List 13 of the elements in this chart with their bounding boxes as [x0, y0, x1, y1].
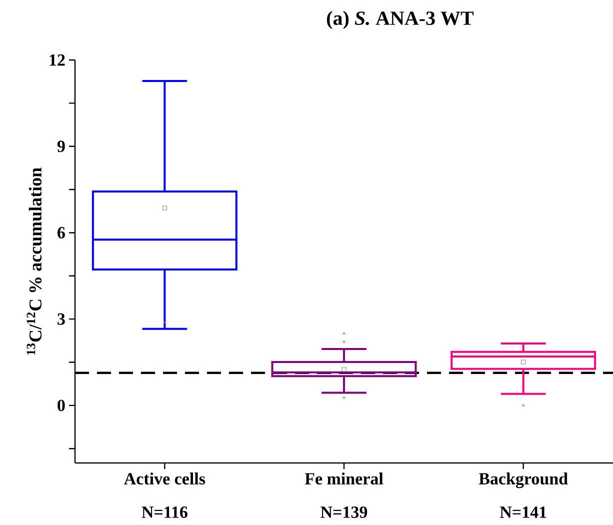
text: N=141 — [500, 506, 546, 518]
text: N=139 — [320, 506, 368, 518]
y-tick-label: 0 — [58, 400, 65, 412]
y-tick-label: 6 — [58, 226, 65, 238]
text: N=116 — [142, 506, 188, 518]
y-tick-label: 3 — [58, 313, 65, 325]
x-tick-label: Background — [478, 472, 568, 488]
x-tick-label: Active cells — [124, 472, 206, 484]
x-tick-label: Fe mineral — [304, 472, 384, 484]
chart-title: (a) S. ANA-3 WT — [326, 10, 474, 30]
y-tick-label: 9 — [57, 140, 65, 152]
y-axis-title: $^{13}$C/$^{12}$C % accumulation — [26, 168, 42, 355]
y-tick-label: 12 — [50, 54, 65, 66]
